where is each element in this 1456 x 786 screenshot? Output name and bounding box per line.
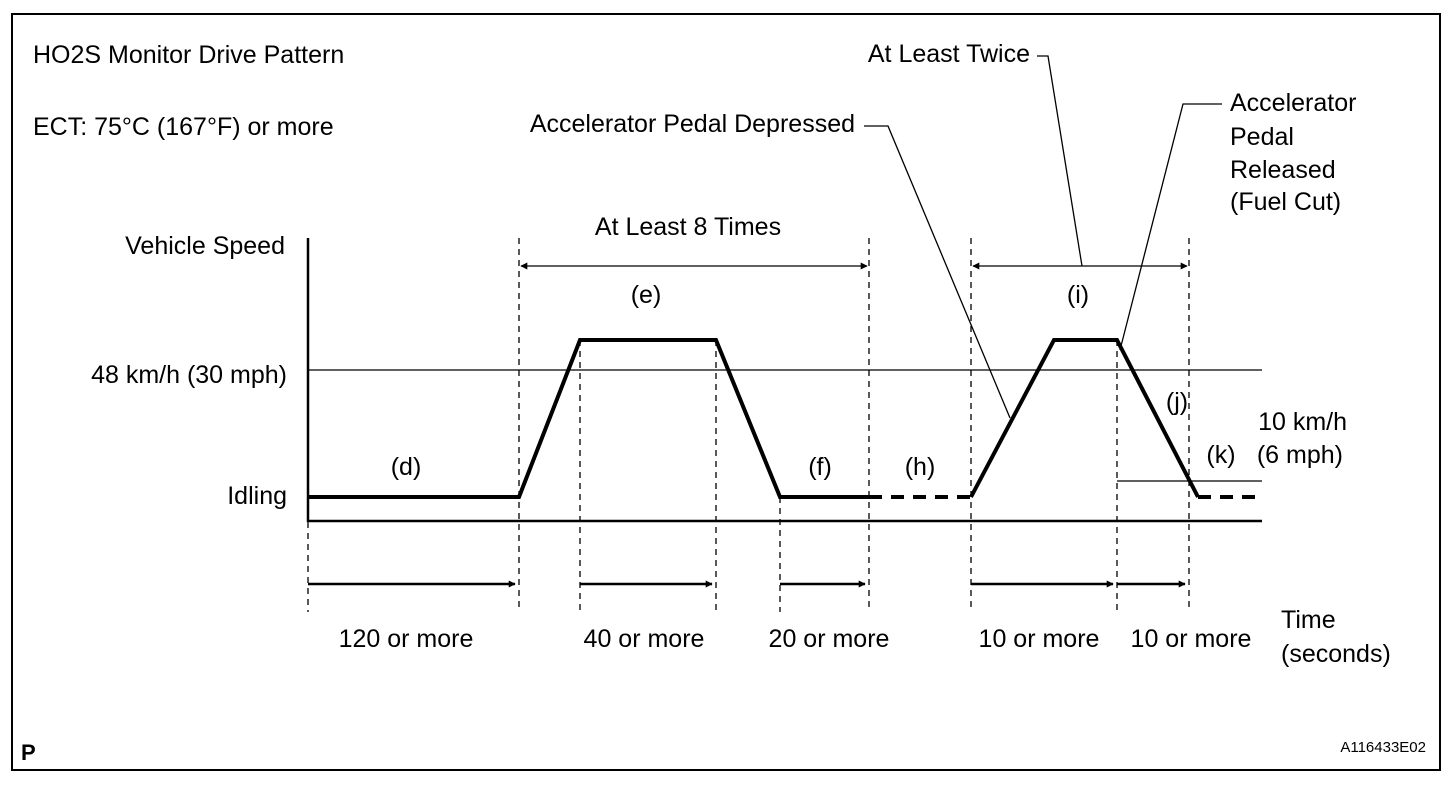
pedal-depressed-label: Accelerator Pedal Depressed <box>530 110 855 138</box>
speed-profile-second-cycle <box>969 338 1200 498</box>
pedal-released-line-4: (Fuel Cut) <box>1230 188 1341 216</box>
speed-10-label-line-2: (6 mph) <box>1257 441 1343 469</box>
at-least-8-times-label: At Least 8 Times <box>595 213 781 241</box>
phase-j-label: (j) <box>1166 388 1188 416</box>
pedal-released-line-3: Released <box>1230 156 1336 184</box>
figure-id: A116433E02 <box>1340 739 1426 756</box>
diagram-title: HO2S Monitor Drive Pattern <box>33 41 344 69</box>
phase-d-label: (d) <box>391 453 422 481</box>
at-least-twice-label: At Least Twice <box>868 40 1030 68</box>
phase-h-label: (h) <box>905 453 936 481</box>
speed-profile-first-cycle <box>308 338 869 499</box>
duration-label-e: 40 or more <box>584 625 705 653</box>
pedal-released-line-2: Pedal <box>1230 123 1294 151</box>
duration-label-d: 120 or more <box>339 625 474 653</box>
phase-i-label: (i) <box>1067 281 1089 309</box>
speed-10-label-line-1: 10 km/h <box>1258 408 1347 436</box>
pedal-released-line-1: Accelerator <box>1230 89 1356 117</box>
time-axis-unit: (seconds) <box>1281 640 1391 668</box>
ect-condition: ECT: 75°C (167°F) or more <box>33 113 334 141</box>
duration-label-i: 10 or more <box>979 625 1100 653</box>
speed-48-label: 48 km/h (30 mph) <box>91 361 287 389</box>
duration-label-j: 10 or more <box>1131 625 1252 653</box>
figure-frame <box>11 13 1441 771</box>
pedal-depressed-leader <box>864 125 1011 419</box>
corner-mark: P <box>21 740 36 765</box>
phase-f-label: (f) <box>808 453 832 481</box>
phase-k-label: (k) <box>1206 441 1235 469</box>
duration-label-f: 20 or more <box>769 625 890 653</box>
at-least-twice-leader <box>1037 55 1083 267</box>
vehicle-speed-label: Vehicle Speed <box>125 232 285 260</box>
idling-label: Idling <box>227 482 287 510</box>
phase-e-label: (e) <box>631 281 662 309</box>
time-axis-label: Time <box>1281 606 1336 634</box>
pedal-released-leader <box>1119 103 1222 351</box>
